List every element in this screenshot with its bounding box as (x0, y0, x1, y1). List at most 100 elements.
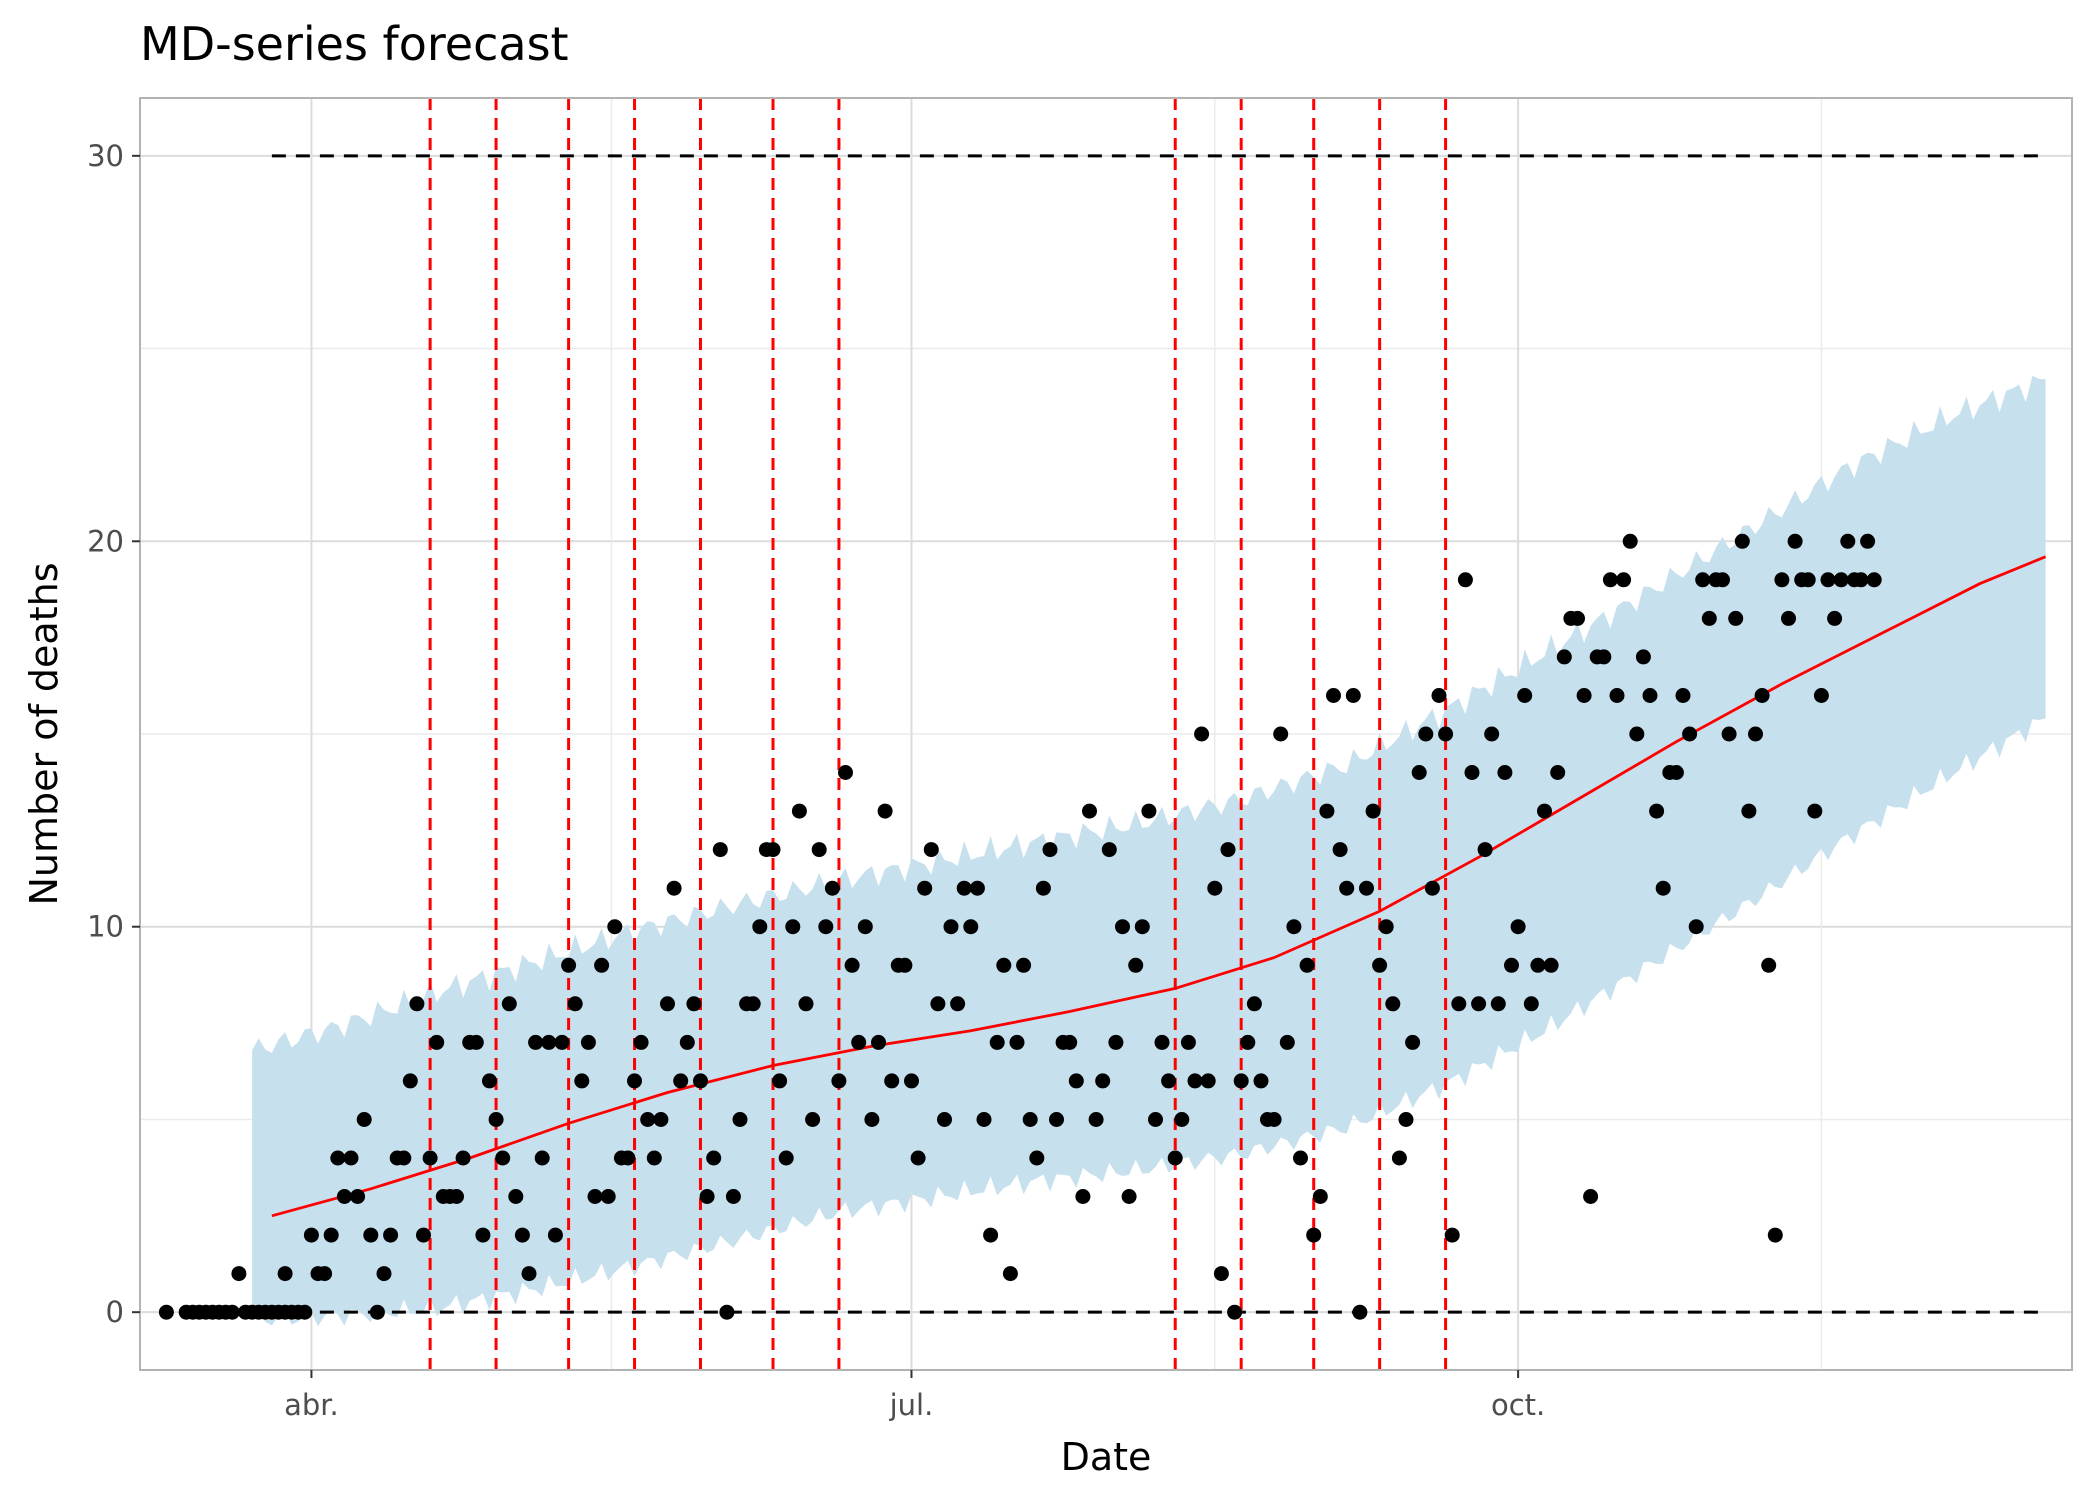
data-point (1352, 1304, 1368, 1320)
data-point (1616, 572, 1632, 588)
data-point (666, 880, 682, 896)
data-point (336, 1189, 352, 1204)
data-point (791, 803, 807, 819)
data-point (1115, 919, 1130, 935)
data-point (1510, 919, 1526, 935)
data-point (1457, 572, 1473, 588)
data-point (620, 1150, 636, 1166)
data-point (1431, 688, 1447, 703)
data-point (1682, 726, 1698, 742)
data-point (1556, 649, 1572, 665)
data-point (1035, 880, 1051, 896)
data-point (567, 996, 583, 1012)
data-point (996, 957, 1012, 973)
data-point (409, 996, 425, 1012)
data-point (1042, 842, 1058, 858)
data-point (1398, 1112, 1414, 1127)
data-point (1174, 1112, 1190, 1127)
data-point (607, 919, 623, 935)
data-point (231, 1266, 247, 1282)
plot-frame (139, 97, 2073, 1371)
data-point (930, 996, 946, 1012)
data-point (772, 1073, 788, 1089)
data-point (1464, 765, 1480, 780)
data-point (956, 880, 972, 896)
data-point (1418, 726, 1434, 742)
data-point (904, 1073, 919, 1089)
data-point (1411, 765, 1427, 780)
data-point (686, 996, 702, 1012)
data-point (1194, 726, 1210, 742)
data-point (600, 1189, 616, 1204)
data-point (1332, 842, 1348, 858)
data-point (1629, 726, 1645, 742)
data-point (989, 1034, 1005, 1050)
data-point (376, 1266, 392, 1282)
data-point (356, 1112, 372, 1127)
data-point (475, 1227, 491, 1243)
data-point (673, 1073, 689, 1089)
data-point (1550, 765, 1566, 780)
data-point (1002, 1266, 1018, 1282)
data-point (1029, 1150, 1045, 1166)
data-point (1240, 1034, 1256, 1050)
data-point (1583, 1189, 1599, 1204)
data-point (1734, 533, 1750, 549)
data-point (976, 1112, 992, 1127)
data-point (1095, 1073, 1111, 1089)
data-point (468, 1034, 484, 1050)
data-point (725, 1189, 741, 1204)
data-point (1781, 610, 1796, 626)
data-point (1385, 996, 1401, 1012)
data-point (831, 1073, 847, 1089)
data-point (937, 1112, 952, 1127)
data-point (1227, 1304, 1243, 1320)
data-point (277, 1266, 293, 1282)
data-point (1635, 649, 1651, 665)
data-point (943, 919, 959, 935)
data-point (844, 957, 860, 973)
data-point (508, 1189, 524, 1204)
data-point (1649, 803, 1665, 819)
data-point (719, 1304, 735, 1320)
data-point (1484, 726, 1500, 742)
data-point (1372, 957, 1388, 973)
data-point (693, 1073, 708, 1089)
data-point (580, 1034, 596, 1050)
data-point (818, 919, 834, 935)
data-point (1800, 572, 1816, 588)
data-point (323, 1227, 339, 1243)
data-point (449, 1189, 464, 1204)
data-point (1134, 919, 1150, 935)
data-point (745, 996, 761, 1012)
data-point (1853, 572, 1869, 588)
data-point (884, 1073, 900, 1089)
forecast-interval-band (252, 375, 2046, 1327)
data-point (653, 1112, 669, 1127)
x-tick-label: abr. (284, 1388, 339, 1422)
data-point (1523, 996, 1539, 1012)
data-point (679, 1034, 695, 1050)
data-point (330, 1150, 346, 1166)
data-point (594, 957, 610, 973)
data-point (1128, 957, 1144, 973)
data-point (1088, 1112, 1104, 1127)
data-point (1754, 688, 1770, 703)
data-point (574, 1073, 590, 1089)
data-point (910, 1150, 926, 1166)
data-point (1477, 842, 1493, 858)
data-point (1293, 1150, 1308, 1166)
data-point (1200, 1073, 1216, 1089)
data-point (1609, 688, 1625, 703)
bound-lines-layer (271, 154, 2046, 1314)
data-point (1306, 1227, 1322, 1243)
data-point (561, 957, 577, 973)
data-point (1807, 803, 1823, 819)
data-point (1068, 1073, 1084, 1089)
y-axis-ticks: 0 10 20 30 (87, 139, 140, 1329)
data-point (640, 1112, 656, 1127)
x-tick-label: jul. (889, 1388, 934, 1422)
data-point (1187, 1073, 1203, 1089)
data-point (1220, 842, 1236, 858)
x-tick-label: oct. (1491, 1388, 1545, 1422)
